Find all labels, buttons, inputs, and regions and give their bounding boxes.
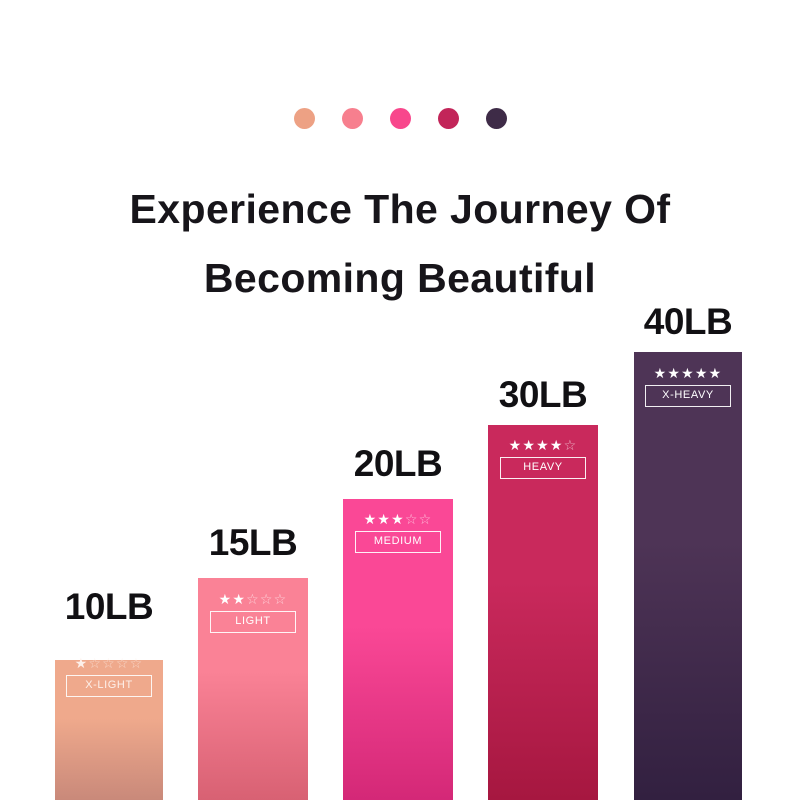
title-line-2: Becoming Beautiful bbox=[203, 255, 597, 302]
weight-label-medium: 20LB bbox=[353, 443, 443, 484]
star-rating-medium: ★★★☆☆ bbox=[355, 511, 441, 527]
star-filled-icon: ★ bbox=[363, 511, 378, 527]
star-filled-icon: ★ bbox=[681, 365, 695, 381]
star-filled-icon: ★ bbox=[218, 591, 233, 607]
bar-group-x-heavy[interactable]: 40LB ★★★★★ X-HEAVY bbox=[634, 0, 742, 800]
bar-group-light[interactable]: 15LB ★★☆☆☆ LIGHT bbox=[198, 0, 308, 800]
badge-label-heavy: HEAVY bbox=[500, 457, 586, 479]
badge-label-medium: MEDIUM bbox=[355, 531, 441, 553]
star-filled-icon: ★ bbox=[522, 437, 537, 453]
star-filled-icon: ★ bbox=[667, 365, 682, 381]
dot-x-heavy bbox=[485, 107, 507, 129]
color-swatch-row bbox=[0, 106, 800, 130]
star-filled-icon: ★ bbox=[536, 437, 550, 453]
star-rating-x-light: ★☆☆☆☆ bbox=[66, 655, 152, 671]
star-empty-icon: ☆ bbox=[102, 655, 116, 671]
title-line-1: Experience The Journey Of bbox=[129, 186, 671, 233]
star-filled-icon: ★ bbox=[708, 365, 723, 381]
weight-label-light: 15LB bbox=[208, 522, 298, 563]
star-rating-light: ★★☆☆☆ bbox=[210, 591, 296, 607]
star-empty-icon: ☆ bbox=[246, 591, 260, 607]
star-empty-icon: ☆ bbox=[115, 655, 130, 671]
star-empty-icon: ☆ bbox=[259, 591, 274, 607]
bar-group-x-light[interactable]: 10LB ★☆☆☆☆ X-LIGHT bbox=[55, 0, 163, 800]
star-rating-heavy: ★★★★☆ bbox=[500, 437, 586, 453]
star-empty-icon: ☆ bbox=[88, 655, 103, 671]
badge-label-x-light: X-LIGHT bbox=[66, 675, 152, 697]
star-empty-icon: ☆ bbox=[418, 511, 433, 527]
bar-x-light bbox=[55, 660, 163, 800]
star-filled-icon: ★ bbox=[232, 591, 247, 607]
badge-label-x-heavy: X-HEAVY bbox=[645, 385, 731, 407]
star-rating-x-heavy: ★★★★★ bbox=[645, 365, 731, 381]
star-empty-icon: ☆ bbox=[404, 511, 419, 527]
badge-block-heavy: ★★★★☆ HEAVY bbox=[500, 437, 586, 479]
star-filled-icon: ★ bbox=[74, 655, 89, 671]
star-filled-icon: ★ bbox=[549, 437, 564, 453]
star-empty-icon: ☆ bbox=[129, 655, 144, 671]
bar-heavy bbox=[488, 425, 598, 800]
bar-medium bbox=[343, 499, 453, 800]
dot-medium bbox=[389, 107, 411, 129]
bar-group-medium[interactable]: 20LB ★★★☆☆ MEDIUM bbox=[343, 0, 453, 800]
badge-block-light: ★★☆☆☆ LIGHT bbox=[210, 591, 296, 633]
star-filled-icon: ★ bbox=[391, 511, 405, 527]
dot-x-light bbox=[293, 107, 315, 129]
bar-light bbox=[198, 578, 308, 800]
dot-heavy bbox=[437, 107, 459, 129]
bar-group-heavy[interactable]: 30LB ★★★★☆ HEAVY bbox=[488, 0, 598, 800]
badge-block-x-heavy: ★★★★★ X-HEAVY bbox=[645, 365, 731, 407]
dot-light bbox=[341, 107, 363, 129]
star-empty-icon: ☆ bbox=[273, 591, 288, 607]
page-title: Experience The Journey Of Becoming Beaut… bbox=[0, 175, 800, 313]
bar-x-heavy bbox=[634, 352, 742, 800]
star-filled-icon: ★ bbox=[377, 511, 392, 527]
weight-label-heavy: 30LB bbox=[498, 374, 588, 415]
star-empty-icon: ☆ bbox=[563, 437, 578, 453]
star-filled-icon: ★ bbox=[653, 365, 668, 381]
weight-label-x-light: 10LB bbox=[64, 586, 154, 627]
star-filled-icon: ★ bbox=[694, 365, 709, 381]
weight-label-x-heavy: 40LB bbox=[643, 301, 733, 342]
star-filled-icon: ★ bbox=[508, 437, 523, 453]
badge-block-x-light: ★☆☆☆☆ X-LIGHT bbox=[66, 655, 152, 697]
badge-block-medium: ★★★☆☆ MEDIUM bbox=[355, 511, 441, 553]
badge-label-light: LIGHT bbox=[210, 611, 296, 633]
